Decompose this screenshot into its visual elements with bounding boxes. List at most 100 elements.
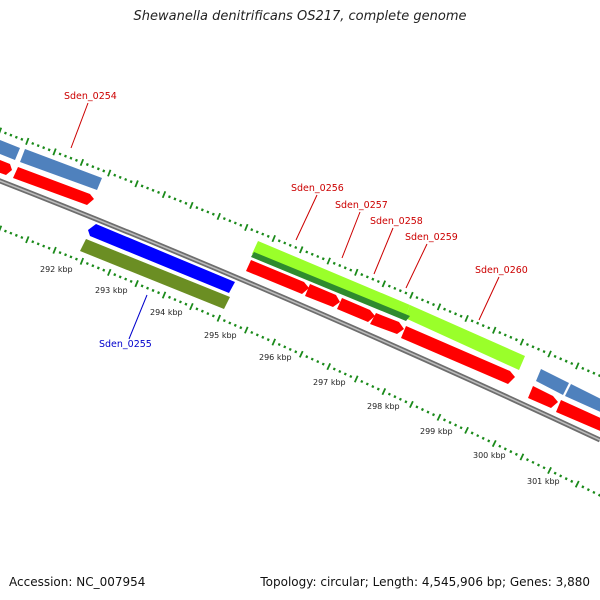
minor-tick	[9, 133, 13, 137]
minor-tick	[239, 223, 243, 227]
cds-sden-0262	[556, 400, 600, 431]
major-tick	[79, 158, 85, 167]
major-tick	[547, 466, 552, 474]
inner-tick-track	[0, 225, 600, 497]
kbp-label: 299 kbp	[420, 427, 453, 436]
minor-tick	[20, 235, 24, 240]
kbp-label: 301 kbp	[527, 477, 560, 486]
minor-tick	[255, 333, 259, 337]
major-tick	[52, 148, 57, 156]
minor-tick	[146, 186, 150, 190]
minor-tick	[581, 485, 585, 489]
minor-tick	[239, 326, 243, 330]
minor-tick	[261, 335, 265, 339]
minor-tick	[415, 296, 419, 300]
major-tick	[244, 326, 249, 334]
major-tick	[353, 375, 359, 383]
minor-tick	[140, 284, 144, 288]
major-tick	[25, 236, 30, 244]
minor-tick	[129, 279, 133, 283]
minor-tick	[559, 357, 563, 361]
minor-tick	[58, 152, 62, 156]
minor-tick	[536, 347, 541, 351]
major-tick	[491, 440, 497, 448]
minor-tick	[531, 460, 535, 464]
minor-tick	[310, 357, 314, 361]
minor-tick	[228, 219, 232, 223]
minor-tick	[393, 395, 397, 399]
minor-tick	[255, 230, 259, 234]
minor-tick	[173, 197, 177, 201]
minor-tick	[195, 307, 199, 311]
minor-tick	[157, 291, 161, 295]
gene-label: Sden_0257	[335, 200, 388, 211]
minor-tick	[398, 397, 402, 401]
major-tick	[436, 413, 442, 421]
minor-tick	[487, 439, 491, 443]
gene-label: Sden_0255	[99, 339, 152, 350]
minor-tick	[376, 387, 380, 391]
minor-tick	[157, 190, 161, 194]
minor-tick	[222, 319, 226, 323]
major-tick	[244, 223, 249, 232]
major-tick	[52, 246, 57, 254]
minor-tick	[376, 279, 380, 284]
major-tick	[25, 137, 30, 146]
major-tick	[189, 302, 194, 311]
minor-tick	[559, 474, 563, 478]
minor-tick	[64, 154, 67, 158]
minor-tick	[288, 347, 292, 351]
minor-tick	[404, 400, 408, 404]
minor-tick	[173, 298, 177, 302]
major-tick	[464, 426, 469, 434]
major-tick	[0, 127, 3, 134]
minor-tick	[167, 295, 172, 299]
minor-tick	[228, 321, 232, 325]
major-tick	[161, 291, 167, 299]
minor-tick	[365, 275, 369, 279]
minor-tick	[448, 309, 452, 314]
minor-tick	[360, 273, 364, 277]
forward-gene-track	[0, 140, 600, 412]
minor-tick	[509, 335, 513, 339]
minor-tick	[564, 477, 568, 481]
minor-tick	[531, 345, 535, 349]
gene-label: Sden_0256	[291, 183, 344, 194]
minor-tick	[321, 257, 325, 261]
minor-tick	[470, 431, 474, 435]
map-title: Shewanella denitrificans OS217, complete…	[133, 9, 467, 24]
minor-tick	[454, 423, 458, 427]
major-tick	[271, 234, 276, 243]
minor-tick	[151, 288, 155, 293]
minor-tick	[305, 355, 309, 359]
minor-tick	[542, 466, 546, 470]
cds-sden-0255	[88, 224, 235, 293]
major-tick	[381, 280, 387, 288]
gene-feature-sden-0261	[536, 369, 569, 395]
major-tick	[409, 400, 414, 408]
minor-tick	[277, 239, 281, 243]
minor-tick	[503, 447, 507, 451]
minor-tick	[360, 379, 364, 384]
kbp-label: 295 kbp	[204, 331, 237, 340]
minor-tick	[64, 253, 68, 257]
major-tick	[298, 350, 304, 358]
minor-tick	[47, 246, 51, 250]
gene-label: Sden_0258	[370, 216, 423, 227]
minor-tick	[222, 217, 226, 221]
cds-sden-0257	[305, 284, 340, 307]
minor-tick	[178, 300, 182, 304]
major-tick	[436, 303, 442, 311]
major-tick	[575, 362, 580, 370]
minor-tick	[42, 244, 46, 248]
minor-tick	[581, 366, 585, 370]
minor-tick	[553, 354, 557, 358]
minor-tick	[288, 243, 292, 247]
kbp-label: 297 kbp	[313, 378, 346, 387]
minor-tick	[514, 452, 518, 456]
minor-tick	[338, 263, 342, 268]
minor-tick	[31, 240, 35, 244]
kbp-label: 294 kbp	[150, 308, 183, 317]
minor-tick	[365, 382, 369, 386]
minor-tick	[470, 319, 474, 323]
